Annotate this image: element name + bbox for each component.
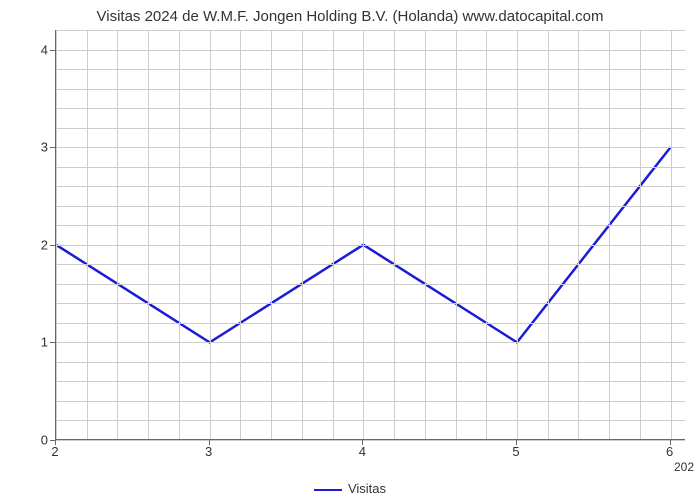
- x-tick-label: 3: [205, 444, 212, 459]
- grid-line-vertical: [425, 30, 426, 439]
- x-tick: [55, 440, 56, 445]
- y-tick-label: 2: [41, 237, 48, 252]
- grid-line-vertical: [609, 30, 610, 439]
- grid-line-vertical: [548, 30, 549, 439]
- grid-line-horizontal: [56, 89, 685, 90]
- grid-line-vertical: [333, 30, 334, 439]
- grid-line-horizontal: [56, 186, 685, 187]
- grid-line-horizontal: [56, 167, 685, 168]
- y-tick: [50, 50, 55, 51]
- y-tick: [50, 342, 55, 343]
- y-tick-label: 4: [41, 42, 48, 57]
- grid-line-horizontal: [56, 30, 685, 31]
- legend-label: Visitas: [348, 481, 386, 496]
- grid-line-horizontal: [56, 303, 685, 304]
- line-series: [56, 30, 685, 439]
- y-tick-label: 1: [41, 335, 48, 350]
- chart-container: Visitas 2024 de W.M.F. Jongen Holding B.…: [0, 0, 700, 500]
- legend: Visitas: [0, 481, 700, 496]
- plot-area: [55, 30, 685, 440]
- grid-line-horizontal: [56, 401, 685, 402]
- y-tick: [50, 147, 55, 148]
- grid-line-vertical: [456, 30, 457, 439]
- grid-line-vertical: [578, 30, 579, 439]
- grid-line-horizontal: [56, 381, 685, 382]
- grid-line-vertical: [271, 30, 272, 439]
- grid-line-horizontal: [56, 50, 685, 51]
- grid-line-vertical: [486, 30, 487, 439]
- x-tick-label: 4: [359, 444, 366, 459]
- grid-line-horizontal: [56, 264, 685, 265]
- grid-line-horizontal: [56, 245, 685, 246]
- grid-line-vertical: [640, 30, 641, 439]
- x-axis-sub-label: 202: [674, 460, 694, 474]
- grid-line-horizontal: [56, 362, 685, 363]
- grid-line-horizontal: [56, 440, 685, 441]
- grid-line-horizontal: [56, 323, 685, 324]
- grid-line-horizontal: [56, 342, 685, 343]
- grid-line-horizontal: [56, 225, 685, 226]
- grid-line-horizontal: [56, 69, 685, 70]
- x-tick-label: 2: [51, 444, 58, 459]
- x-tick-label: 5: [512, 444, 519, 459]
- y-tick-label: 3: [41, 140, 48, 155]
- grid-line-vertical: [210, 30, 211, 439]
- grid-line-horizontal: [56, 108, 685, 109]
- grid-line-vertical: [671, 30, 672, 439]
- grid-line-vertical: [394, 30, 395, 439]
- grid-line-vertical: [117, 30, 118, 439]
- x-tick: [362, 440, 363, 445]
- grid-line-vertical: [240, 30, 241, 439]
- y-tick: [50, 245, 55, 246]
- chart-title: Visitas 2024 de W.M.F. Jongen Holding B.…: [0, 8, 700, 25]
- x-tick: [670, 440, 671, 445]
- x-tick: [209, 440, 210, 445]
- grid-line-horizontal: [56, 147, 685, 148]
- legend-line-icon: [314, 489, 342, 491]
- grid-line-vertical: [517, 30, 518, 439]
- grid-line-vertical: [179, 30, 180, 439]
- y-tick-label: 0: [41, 433, 48, 448]
- grid-line-vertical: [87, 30, 88, 439]
- grid-line-vertical: [363, 30, 364, 439]
- grid-line-horizontal: [56, 206, 685, 207]
- x-tick: [516, 440, 517, 445]
- grid-line-horizontal: [56, 284, 685, 285]
- grid-line-horizontal: [56, 420, 685, 421]
- grid-line-vertical: [56, 30, 57, 439]
- x-tick-label: 6: [666, 444, 673, 459]
- grid-line-vertical: [148, 30, 149, 439]
- grid-line-horizontal: [56, 128, 685, 129]
- grid-line-vertical: [302, 30, 303, 439]
